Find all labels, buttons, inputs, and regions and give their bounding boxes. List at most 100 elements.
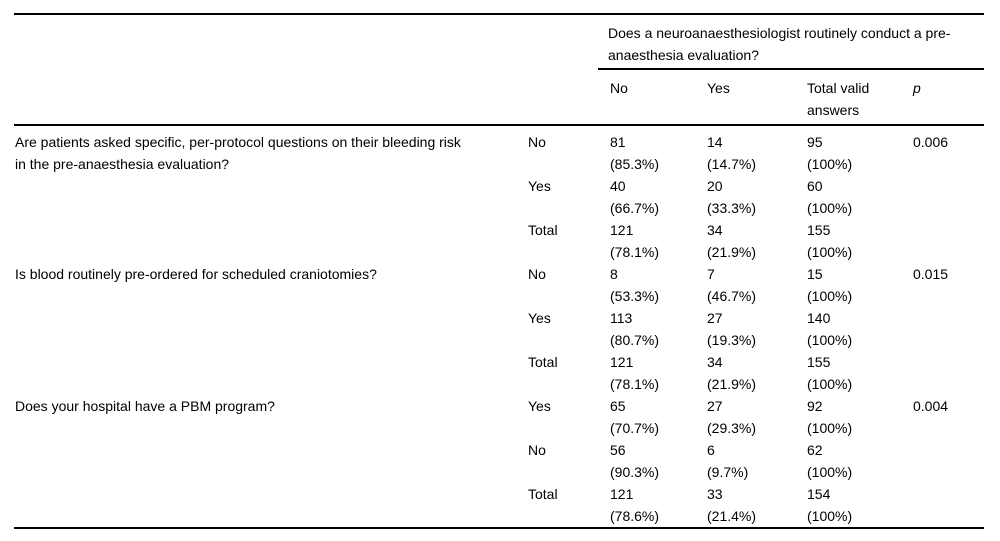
count-value: 140 xyxy=(807,310,831,326)
percent-value: (100%) xyxy=(807,464,853,480)
percent-value: (53.3%) xyxy=(610,288,660,304)
percent-value: (100%) xyxy=(807,508,853,524)
question-text: Does your hospital have a PBM program? xyxy=(15,398,275,414)
header-corner-cell xyxy=(14,14,598,126)
percent-value: (21.4%) xyxy=(707,508,757,524)
cell-no: 65 (70.7%) xyxy=(598,395,697,439)
count-value: 56 xyxy=(610,442,626,458)
table-row: Are patients asked specific, per-protoco… xyxy=(14,125,984,175)
percent-value: (90.3%) xyxy=(610,464,660,480)
cell-total: 62 (100%) xyxy=(797,439,903,483)
results-table: Does a neuroanaesthesiologist routinely … xyxy=(14,13,985,529)
percent-value: (100%) xyxy=(807,420,853,436)
table-row: Does your hospital have a PBM program? Y… xyxy=(14,395,984,439)
count-value: 81 xyxy=(610,134,626,150)
percent-value: (100%) xyxy=(807,200,853,216)
percent-value: (78.1%) xyxy=(610,376,660,392)
table-row: Yes 113 (80.7%) 27 (19.3%) 140 (100%) xyxy=(14,307,984,351)
cell-no: 8 (53.3%) xyxy=(598,263,697,307)
count-value: 121 xyxy=(610,486,634,502)
count-value: 14 xyxy=(707,134,723,150)
cell-total: 140 (100%) xyxy=(797,307,903,351)
cell-total: 154 (100%) xyxy=(797,483,903,528)
percent-value: (78.1%) xyxy=(610,244,660,260)
percent-value: (80.7%) xyxy=(610,332,660,348)
table-row: Total 121 (78.6%) 33 (21.4%) 154 (100%) xyxy=(14,483,984,528)
count-value: 6 xyxy=(707,442,715,458)
cell-yes: 7 (46.7%) xyxy=(697,263,797,307)
cell-yes: 34 (21.9%) xyxy=(697,219,797,263)
column-header-row: No Yes Total valid answers p xyxy=(14,69,985,126)
cell-no: 121 (78.1%) xyxy=(598,219,697,263)
spanner-header-row: Does a neuroanaesthesiologist routinely … xyxy=(14,14,985,126)
percent-value: (19.3%) xyxy=(707,332,757,348)
p-value: 0.004 xyxy=(913,398,949,414)
table-row: Total 121 (78.1%) 34 (21.9%) 155 (100%) xyxy=(14,219,984,263)
question-cell: Is blood routinely pre-ordered for sched… xyxy=(14,263,520,395)
question-text: Is blood routinely pre-ordered for sched… xyxy=(15,266,377,282)
cell-no: 56 (90.3%) xyxy=(598,439,697,483)
cell-yes: 27 (29.3%) xyxy=(697,395,797,439)
cell-yes: 20 (33.3%) xyxy=(697,175,797,219)
percent-value: (100%) xyxy=(807,376,853,392)
percent-value: (29.3%) xyxy=(707,420,757,436)
percent-value: (100%) xyxy=(807,244,853,260)
percent-value: (100%) xyxy=(807,332,853,348)
spanner-header: Does a neuroanaesthesiologist routinely … xyxy=(598,14,985,70)
count-value: 27 xyxy=(707,398,723,414)
table-row: Is blood routinely pre-ordered for sched… xyxy=(14,263,984,307)
cell-no: 81 (85.3%) xyxy=(598,125,697,175)
cell-no: 40 (66.7%) xyxy=(598,175,697,219)
count-value: 34 xyxy=(707,222,723,238)
row-label: Total xyxy=(528,486,558,502)
row-label: No xyxy=(528,442,546,458)
row-label: No xyxy=(528,134,546,150)
column-header-p: p xyxy=(903,69,985,126)
cell-yes: 33 (21.4%) xyxy=(697,483,797,528)
cell-yes: 14 (14.7%) xyxy=(697,125,797,175)
row-label: No xyxy=(528,266,546,282)
count-value: 65 xyxy=(610,398,626,414)
count-value: 40 xyxy=(610,178,626,194)
count-value: 113 xyxy=(610,310,633,326)
table-row: Total 121 (78.1%) 34 (21.9%) 155 (100%) xyxy=(14,351,984,395)
count-value: 34 xyxy=(707,354,723,370)
percent-value: (85.3%) xyxy=(610,156,660,172)
count-value: 60 xyxy=(807,178,823,194)
percent-value: (33.3%) xyxy=(707,200,757,216)
row-label: Total xyxy=(528,354,558,370)
percent-value: (14.7%) xyxy=(707,156,757,172)
count-value: 155 xyxy=(807,354,831,370)
cell-total: 15 (100%) xyxy=(797,263,903,307)
cell-yes: 34 (21.9%) xyxy=(697,351,797,395)
count-value: 121 xyxy=(610,222,634,238)
percent-value: (70.7%) xyxy=(610,420,660,436)
column-header-no: No xyxy=(598,69,697,126)
percent-value: (46.7%) xyxy=(707,288,757,304)
cell-total: 95 (100%) xyxy=(797,125,903,175)
row-label: Yes xyxy=(528,310,551,326)
count-value: 62 xyxy=(807,442,823,458)
count-value: 15 xyxy=(807,266,823,282)
count-value: 27 xyxy=(707,310,723,326)
table-row: Yes 40 (66.7%) 20 (33.3%) 60 (100%) xyxy=(14,175,984,219)
percent-value: (100%) xyxy=(807,156,853,172)
count-value: 121 xyxy=(610,354,634,370)
count-value: 155 xyxy=(807,222,831,238)
cell-no: 121 (78.6%) xyxy=(598,483,697,528)
count-value: 154 xyxy=(807,486,831,502)
p-value: 0.015 xyxy=(913,266,949,282)
cell-no: 113 (80.7%) xyxy=(598,307,697,351)
table-row: No 56 (90.3%) 6 (9.7%) 62 (100%) xyxy=(14,439,984,483)
percent-value: (21.9%) xyxy=(707,244,757,260)
row-label: Yes xyxy=(528,178,551,194)
percent-value: (21.9%) xyxy=(707,376,757,392)
cell-total: 92 (100%) xyxy=(797,395,903,439)
column-header-total-valid-answers: Total valid answers xyxy=(797,69,903,126)
cell-total: 60 (100%) xyxy=(797,175,903,219)
cell-yes: 6 (9.7%) xyxy=(697,439,797,483)
percent-value: (78.6%) xyxy=(610,508,660,524)
count-value: 33 xyxy=(707,486,723,502)
count-value: 8 xyxy=(610,266,618,282)
row-label: Yes xyxy=(528,398,551,414)
